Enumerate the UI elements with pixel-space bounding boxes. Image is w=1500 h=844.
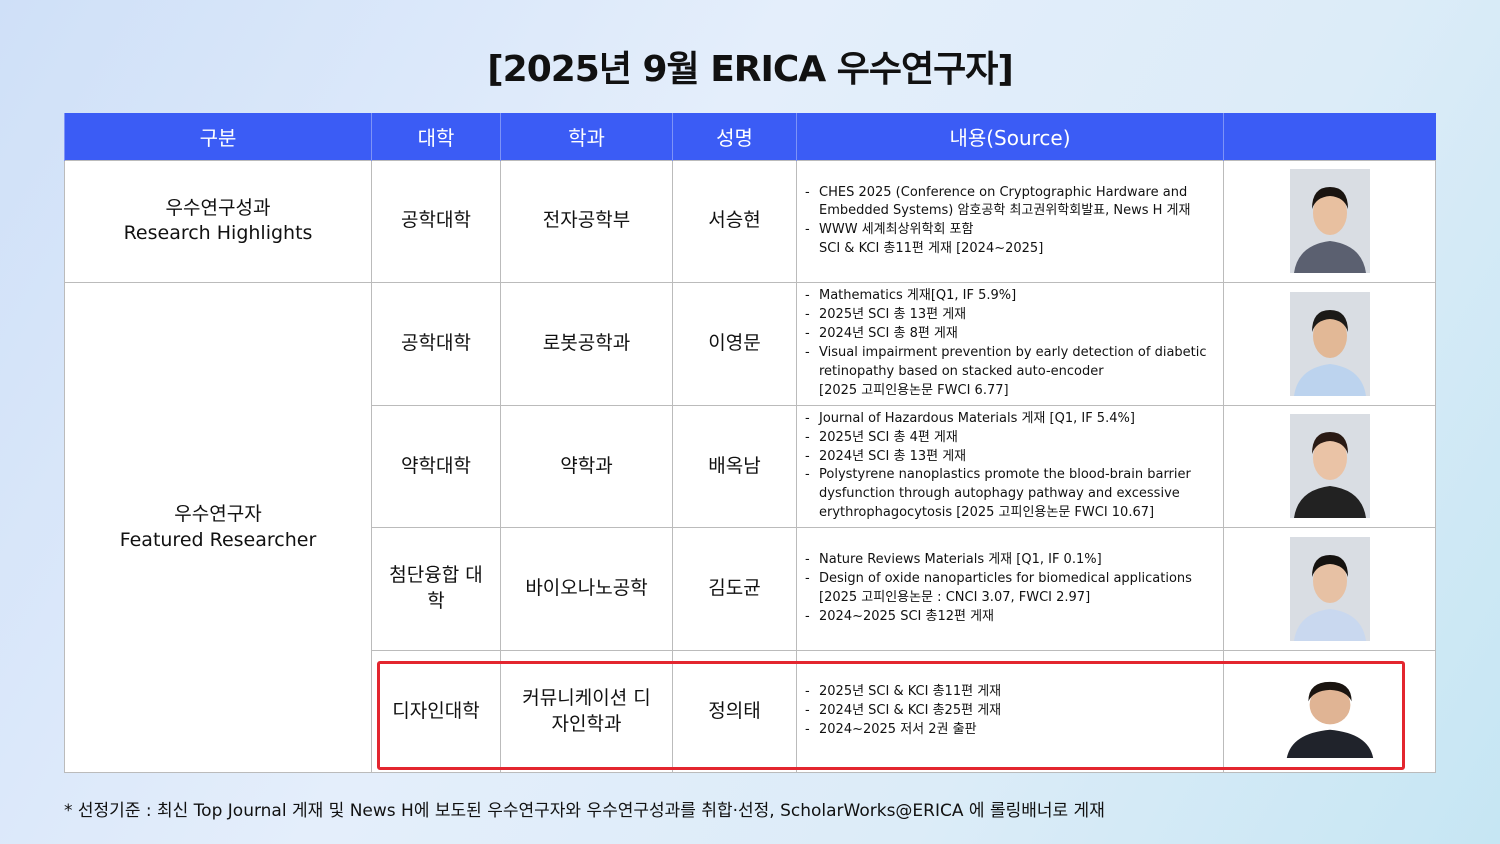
source-item: Journal of Hazardous Materials 게재 [Q1, I… — [805, 410, 1215, 429]
category-cell: 우수연구성과 Research Highlights — [64, 159, 372, 284]
header-department: 학과 — [500, 113, 673, 160]
name-cell: 김도균 — [672, 527, 797, 651]
researcher-photo — [1289, 414, 1370, 519]
department-cell: 전자공학부 — [500, 159, 673, 284]
source-item: Visual impairment prevention by early de… — [805, 344, 1215, 382]
department-cell: 로봇공학과 — [500, 282, 673, 406]
department-cell: 커뮤니케이션 디자인학과 — [500, 649, 673, 774]
department-cell: 바이오나노공학 — [500, 527, 673, 651]
researcher-photo — [1281, 665, 1378, 758]
table-row: 우수연구성과 Research Highlights 공학대학전자공학부서승현CHE… — [64, 159, 1436, 284]
category-en: Featured Researcher — [119, 528, 317, 551]
source-item: [2025 고피인용논문 : CNCI 3.07, FWCI 2.97] — [819, 590, 1091, 606]
source-cell: 2025년 SCI & KCI 총11편 게재2024년 SCI & KCI 총… — [796, 649, 1224, 774]
header-name: 성명 — [672, 113, 797, 160]
college-cell: 디자인대학 — [371, 649, 501, 774]
source-item: 2024년 SCI & KCI 총25편 게재 — [805, 702, 1215, 721]
category-cell: 우수연구자 Featured Researcher — [64, 282, 372, 774]
researcher-table: 구분 대학 학과 성명 내용(Source) 우수연구성과 Research Hi… — [64, 113, 1436, 774]
source-item: SCI & KCI 총11편 게재 [2024~2025] — [819, 241, 1044, 257]
source-cell: Mathematics 게재[Q1, IF 5.9%]2025년 SCI 총 1… — [796, 282, 1224, 406]
researcher-photo — [1289, 291, 1370, 396]
source-cell: Nature Reviews Materials 게재 [Q1, IF 0.1%… — [796, 527, 1224, 651]
photo-cell — [1223, 527, 1436, 651]
name-cell: 이영문 — [672, 282, 797, 406]
category-en: Research Highlights — [123, 222, 313, 245]
department-cell: 약학과 — [500, 404, 673, 529]
source-item: CHES 2025 (Conference on Cryptographic H… — [805, 184, 1215, 222]
college-cell: 약학대학 — [371, 404, 501, 529]
source-cell: CHES 2025 (Conference on Cryptographic H… — [796, 159, 1224, 284]
header-source: 내용(Source) — [796, 113, 1224, 160]
photo-cell — [1223, 404, 1436, 529]
name-cell: 서승현 — [672, 159, 797, 284]
source-item: 2024~2025 SCI 총12편 게재 — [805, 608, 1215, 627]
source-item: Polystyrene nanoplastics promote the blo… — [805, 466, 1215, 523]
photo-cell — [1223, 282, 1436, 406]
source-item: WWW 세계최상위학회 포함 — [805, 221, 1215, 240]
source-item: 2025년 SCI 총 13편 게재 — [805, 306, 1215, 325]
name-cell: 배옥남 — [672, 404, 797, 529]
photo-cell — [1223, 159, 1436, 284]
college-cell: 공학대학 — [371, 282, 501, 406]
category-ko: 우수연구자 — [174, 503, 262, 526]
header-photo — [1223, 113, 1436, 160]
college-cell: 공학대학 — [371, 159, 501, 284]
source-item: [2025 고피인용논문 FWCI 6.77] — [819, 382, 1009, 398]
name-cell: 정의태 — [672, 649, 797, 774]
source-cell: Journal of Hazardous Materials 게재 [Q1, I… — [796, 404, 1224, 529]
page-title: [2025년 9월 ERICA 우수연구자] — [487, 49, 1014, 90]
source-item: 2024년 SCI 총 8편 게재 — [805, 325, 1215, 344]
researcher-photo — [1289, 537, 1370, 642]
photo-cell — [1223, 649, 1436, 774]
header-category: 구분 — [64, 113, 372, 160]
source-item: Design of oxide nanoparticles for biomed… — [805, 570, 1215, 589]
researcher-photo — [1289, 169, 1370, 274]
source-item: 2024~2025 저서 2권 출판 — [805, 721, 1215, 740]
category-ko: 우수연구성과 — [165, 196, 271, 219]
source-item: 2024년 SCI 총 13편 게재 — [805, 448, 1215, 467]
table-header: 구분 대학 학과 성명 내용(Source) — [64, 113, 1436, 160]
header-college: 대학 — [371, 113, 501, 160]
source-item: Nature Reviews Materials 게재 [Q1, IF 0.1%… — [805, 551, 1215, 570]
footnote: * 선정기준 : 최신 Top Journal 게재 및 News H에 보도된… — [64, 801, 1105, 821]
source-item: 2025년 SCI & KCI 총11편 게재 — [805, 683, 1215, 702]
source-item: 2025년 SCI 총 4편 게재 — [805, 429, 1215, 448]
college-cell: 첨단융합 대학 — [371, 527, 501, 651]
source-item: Mathematics 게재[Q1, IF 5.9%] — [805, 287, 1215, 306]
